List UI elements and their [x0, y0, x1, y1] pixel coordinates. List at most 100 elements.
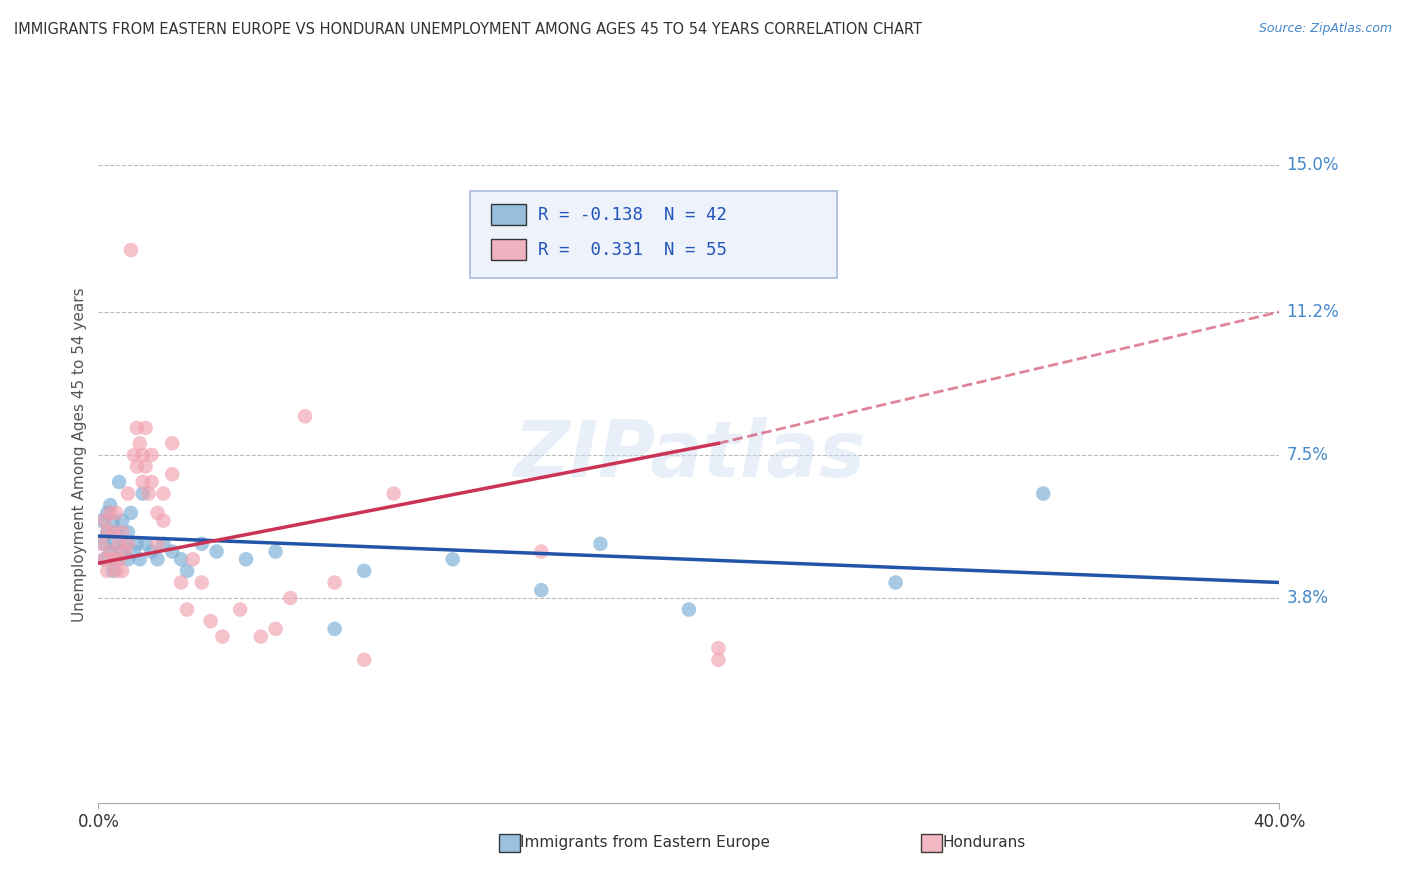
Point: [117, 552, 139, 566]
Point: [93, 552, 115, 566]
Point: [323, 622, 346, 636]
Point: [120, 243, 142, 257]
Point: [170, 575, 193, 590]
Text: 7.5%: 7.5%: [1286, 446, 1329, 464]
Point: [229, 602, 252, 616]
Point: [96, 506, 118, 520]
Point: [122, 448, 145, 462]
Point: [589, 537, 612, 551]
Point: [146, 552, 169, 566]
Point: [117, 537, 139, 551]
Point: [235, 552, 257, 566]
Point: [191, 537, 214, 551]
Point: [152, 514, 174, 528]
Point: [103, 525, 125, 540]
Point: [96, 564, 118, 578]
Point: [141, 448, 163, 462]
Point: [103, 564, 125, 578]
Text: R = -0.138  N = 42: R = -0.138 N = 42: [537, 206, 727, 224]
Point: [200, 614, 222, 628]
Point: [353, 653, 375, 667]
Point: [141, 544, 163, 558]
Point: [108, 537, 131, 551]
FancyBboxPatch shape: [471, 191, 837, 277]
Point: [152, 486, 174, 500]
Point: [530, 583, 553, 598]
Text: R =  0.331  N = 55: R = 0.331 N = 55: [537, 241, 727, 259]
Text: Source: ZipAtlas.com: Source: ZipAtlas.com: [1258, 22, 1392, 36]
Point: [884, 575, 907, 590]
Point: [471, 254, 494, 268]
Point: [132, 448, 155, 462]
Point: [111, 525, 134, 540]
Point: [1032, 486, 1054, 500]
Point: [191, 575, 214, 590]
Point: [120, 506, 142, 520]
Point: [90, 537, 112, 551]
Point: [108, 552, 131, 566]
Point: [135, 459, 157, 474]
Point: [93, 537, 115, 551]
Point: [138, 486, 160, 500]
Point: [105, 552, 128, 566]
Point: [96, 525, 118, 540]
Point: [294, 409, 316, 424]
Point: [103, 537, 125, 551]
Y-axis label: Unemployment Among Ages 45 to 54 years: Unemployment Among Ages 45 to 54 years: [72, 287, 87, 623]
Text: Hondurans: Hondurans: [942, 836, 1025, 850]
Point: [111, 514, 134, 528]
Point: [205, 544, 228, 558]
Point: [125, 459, 148, 474]
Point: [264, 622, 287, 636]
Point: [162, 436, 183, 450]
Point: [176, 564, 198, 578]
Point: [162, 544, 183, 558]
Point: [152, 537, 174, 551]
Point: [382, 486, 405, 500]
Point: [93, 552, 115, 566]
Point: [250, 630, 273, 644]
Point: [441, 552, 464, 566]
Text: 11.2%: 11.2%: [1286, 303, 1340, 321]
Text: Immigrants from Eastern Europe: Immigrants from Eastern Europe: [520, 836, 770, 850]
Point: [501, 235, 523, 250]
Point: [170, 552, 193, 566]
Point: [132, 475, 155, 489]
FancyBboxPatch shape: [491, 239, 526, 260]
Point: [98, 544, 121, 558]
Point: [707, 641, 730, 656]
Point: [125, 421, 148, 435]
Point: [176, 602, 198, 616]
Point: [111, 544, 134, 558]
Point: [111, 564, 134, 578]
Point: [105, 525, 128, 540]
Point: [98, 544, 121, 558]
Point: [135, 421, 157, 435]
Point: [135, 537, 157, 551]
Point: [707, 653, 730, 667]
Point: [132, 486, 155, 500]
Point: [678, 602, 700, 616]
Text: 15.0%: 15.0%: [1286, 156, 1339, 174]
Point: [530, 544, 553, 558]
Point: [122, 544, 145, 558]
Point: [105, 564, 128, 578]
Point: [125, 537, 148, 551]
Point: [98, 498, 121, 512]
Point: [108, 475, 131, 489]
Point: [146, 506, 169, 520]
Point: [98, 506, 121, 520]
Point: [117, 525, 139, 540]
Text: 3.8%: 3.8%: [1286, 589, 1329, 607]
Point: [114, 544, 136, 558]
Point: [211, 630, 233, 644]
Point: [162, 467, 183, 482]
Point: [90, 514, 112, 528]
Point: [128, 436, 150, 450]
FancyBboxPatch shape: [491, 204, 526, 226]
Point: [128, 552, 150, 566]
Point: [146, 537, 169, 551]
Text: IMMIGRANTS FROM EASTERN EUROPE VS HONDURAN UNEMPLOYMENT AMONG AGES 45 TO 54 YEAR: IMMIGRANTS FROM EASTERN EUROPE VS HONDUR…: [14, 22, 922, 37]
Point: [103, 514, 125, 528]
Point: [141, 475, 163, 489]
